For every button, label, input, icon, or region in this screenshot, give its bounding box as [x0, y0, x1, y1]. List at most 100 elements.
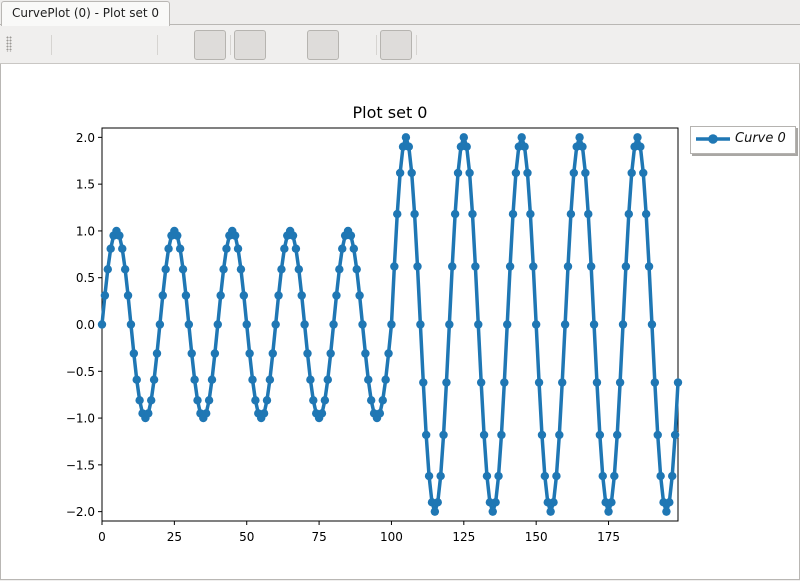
- x-tick-label: 50: [239, 530, 254, 544]
- y-tick-label: 1.5: [76, 178, 95, 192]
- data-point: [439, 430, 448, 440]
- legend[interactable]: Curve 0: [690, 126, 796, 154]
- data-point: [537, 430, 547, 440]
- data-point: [303, 349, 312, 358]
- data-point: [277, 265, 286, 274]
- y-tick-label: −2.0: [66, 505, 95, 519]
- data-point: [251, 396, 260, 405]
- data-point: [494, 471, 503, 481]
- data-point: [398, 142, 408, 151]
- data-point: [161, 265, 170, 274]
- y-tick-label: 1.0: [76, 224, 95, 238]
- toolbar-button-2[interactable]: [234, 30, 266, 60]
- data-point: [106, 244, 115, 253]
- data-point: [508, 209, 518, 219]
- data-point: [210, 349, 220, 358]
- data-point: [445, 320, 454, 329]
- data-point: [230, 231, 240, 240]
- data-point: [584, 209, 593, 219]
- data-point: [97, 320, 107, 329]
- tab-curveplot[interactable]: CurvePlot (0) - Plot set 0: [1, 1, 170, 26]
- y-tick-label: −1.0: [66, 412, 95, 426]
- data-point: [656, 471, 665, 481]
- y-tick-label: 0.0: [76, 318, 95, 332]
- data-point: [132, 375, 141, 384]
- toolbar-grip-handle[interactable]: [6, 36, 12, 52]
- data-point: [624, 209, 633, 219]
- data-point: [291, 244, 301, 253]
- data-point: [378, 396, 387, 405]
- data-point: [390, 262, 399, 271]
- data-point: [329, 320, 338, 329]
- data-point: [193, 396, 202, 405]
- data-point: [558, 378, 567, 387]
- data-point: [103, 265, 112, 274]
- data-point: [202, 409, 211, 418]
- data-point: [563, 262, 573, 271]
- data-point: [514, 142, 524, 151]
- data-point: [595, 430, 605, 440]
- data-point: [442, 378, 451, 387]
- data-point: [306, 375, 315, 384]
- x-tick-label: 175: [597, 530, 620, 544]
- x-tick-label: 25: [167, 530, 182, 544]
- toolbar-button-1[interactable]: [194, 30, 226, 60]
- data-point: [488, 507, 497, 516]
- data-point: [566, 209, 576, 219]
- toolbar-button-3[interactable]: [307, 30, 339, 60]
- data-point: [575, 133, 584, 142]
- data-point: [641, 209, 651, 219]
- data-point: [427, 498, 437, 507]
- data-point: [639, 168, 648, 178]
- data-point: [262, 396, 272, 405]
- data-point: [407, 168, 416, 178]
- data-point: [118, 244, 127, 253]
- data-point: [586, 262, 596, 271]
- data-point: [555, 430, 564, 440]
- data-point: [421, 430, 431, 440]
- data-point: [300, 320, 309, 329]
- data-point: [543, 498, 552, 507]
- data-point: [213, 320, 222, 329]
- data-point: [670, 430, 680, 440]
- data-point: [459, 133, 469, 142]
- data-point: [294, 265, 304, 274]
- data-point: [323, 375, 332, 384]
- data-point: [448, 262, 457, 271]
- data-point: [366, 396, 376, 405]
- data-point: [338, 244, 347, 253]
- data-point: [465, 168, 474, 178]
- data-point: [618, 320, 628, 329]
- data-point: [364, 375, 373, 384]
- data-point: [164, 244, 173, 253]
- data-point: [578, 142, 587, 151]
- data-point: [381, 375, 390, 384]
- data-point: [268, 349, 277, 358]
- tab-bar: CurvePlot (0) - Plot set 0: [0, 0, 800, 26]
- data-point: [569, 168, 578, 178]
- data-point: [242, 320, 251, 329]
- data-point: [309, 396, 318, 405]
- data-point: [158, 291, 167, 300]
- data-point: [644, 262, 654, 271]
- data-point: [534, 378, 544, 387]
- data-point: [592, 378, 602, 387]
- data-point: [659, 498, 668, 507]
- series-layer: [97, 133, 683, 516]
- data-point: [358, 320, 367, 329]
- data-point: [178, 265, 188, 274]
- data-point: [155, 320, 165, 329]
- data-point: [245, 349, 254, 358]
- data-point: [650, 378, 660, 387]
- data-point: [572, 142, 581, 151]
- data-point: [416, 320, 425, 329]
- data-point: [621, 262, 631, 271]
- data-point: [355, 291, 364, 300]
- data-point: [259, 409, 269, 418]
- data-point: [419, 378, 428, 387]
- toolbar-button-4[interactable]: [380, 30, 412, 60]
- data-point: [120, 265, 130, 274]
- data-point: [384, 349, 393, 358]
- data-point: [529, 262, 538, 271]
